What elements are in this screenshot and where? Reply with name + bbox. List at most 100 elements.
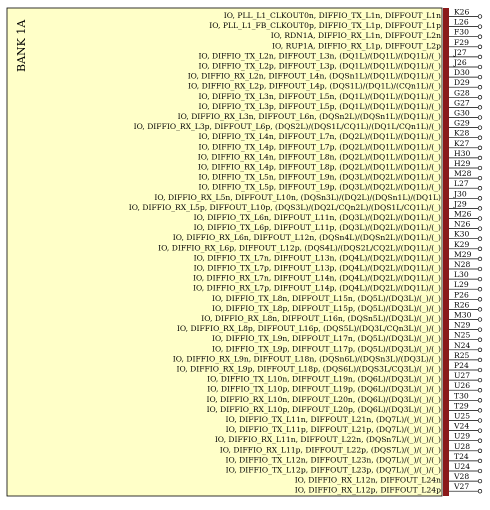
pin-number: H29: [454, 159, 470, 168]
pin-number: J29: [453, 199, 467, 208]
pin-number: U25: [454, 412, 470, 421]
pin-terminal-icon: [477, 165, 483, 171]
pin-row: IO, PLL_L1_CLKOUT0n, DIFFIO_TX_L1n, DIFF…: [224, 8, 483, 20]
pin-row: IO, DIFFIO_RX_L8n, DIFFOUT_L16n, (DQSn5L…: [201, 311, 483, 323]
pin-number: K29: [454, 240, 470, 249]
pin-row: IO, DIFFIO_TX_L6p, DIFFOUT_L11p, (DQ3L)/…: [194, 220, 483, 232]
signal-name: IO, DIFFIO_RX_L3p, DIFFOUT_L6p, (DQS2L)/…: [134, 122, 441, 131]
signal-name: IO, DIFFIO_TX_L7n, DIFFOUT_L13n, (DQ4L)/…: [194, 253, 441, 262]
pin-row: IO, DIFFIO_RX_L6p, DIFFOUT_L12p, (DQS4L)…: [158, 240, 483, 252]
pin-number: N26: [454, 220, 470, 229]
signal-name: IO, DIFFIO_RX_L6n, DIFFOUT_L12n, (DQSn4L…: [173, 233, 441, 242]
pin-terminal-icon: [477, 408, 483, 413]
bank-label: BANK 1A: [15, 19, 28, 72]
pin-terminal-icon: [477, 287, 483, 292]
pin-row: IO, RDN1A, DIFFIO_RX_L1n, DIFFOUT_L2n F30: [271, 28, 483, 40]
signal-name: IO, DIFFIO_RX_L2n, DIFFOUT_L4n, (DQSn1L)…: [188, 72, 441, 81]
pin-terminal-icon: [477, 206, 483, 211]
pin-number: U29: [454, 432, 470, 441]
signal-name: IO, DIFFIO_TX_L8n, DIFFOUT_L15n, (DQ5L)/…: [212, 294, 441, 303]
pin-number: N25: [454, 331, 470, 340]
pin-terminal-icon: [477, 226, 483, 231]
signal-name: IO, DIFFIO_TX_L4p, DIFFOUT_L7p, (DQ2L)/(…: [199, 142, 442, 151]
signal-name: IO, DIFFIO_RX_L4n, DIFFOUT_L8n, (DQ2L)/(…: [198, 152, 441, 161]
pin-terminal-icon: [477, 186, 483, 191]
pin-row: IO, DIFFIO_TX_L12p, DIFFOUT_L23p, (DQ7L)…: [226, 462, 483, 475]
pin-row: IO, DIFFIO_TX_L10p, DIFFOUT_L19p, (DQ6L)…: [207, 381, 483, 394]
pin-row: IO, DIFFIO_TX_L3n, DIFFOUT_L5n, (DQ1L)/(…: [198, 88, 483, 101]
pin-terminal-icon: [477, 266, 483, 272]
signal-name: IO, DIFFIO_RX_L9p, DIFFOUT_L18p, (DQS6L)…: [177, 365, 442, 374]
pin-number: M28: [454, 169, 472, 178]
signal-name: IO, DIFFIO_TX_L6n, DIFFOUT_L11n, (DQ3L)/…: [194, 213, 441, 222]
pin-row: IO, DIFFIO_RX_L10n, DIFFOUT_L20n, (DQ6L)…: [207, 391, 483, 404]
pin-number: G27: [454, 98, 470, 107]
pin-terminal-icon: [477, 34, 483, 39]
signal-name: IO, RDN1A, DIFFIO_RX_L1n, DIFFOUT_L2n: [271, 31, 441, 40]
signal-name: IO, DIFFIO_TX_L5p, DIFFOUT_L9p, (DQ3L)/(…: [199, 183, 442, 192]
pin-terminal-icon: [477, 398, 483, 403]
pin-terminal-icon: [477, 64, 483, 70]
pin-number: G28: [454, 88, 470, 97]
pin-terminal-icon: [477, 74, 483, 80]
signal-name: IO, DIFFIO_TX_L11n, DIFFOUT_L21n, (DQ7L)…: [226, 415, 441, 424]
pin-number: R25: [454, 351, 470, 360]
signal-name: IO, DIFFIO_RX_L8p, DIFFOUT_L16p, (DQS5L)…: [177, 324, 441, 333]
pin-row: IO, DIFFIO_RX_L10p, DIFFOUT_L20p, (DQ6L)…: [207, 401, 483, 414]
pin-terminal-icon: [477, 115, 483, 120]
pin-terminal-icon: [477, 337, 483, 342]
signal-name: IO, DIFFIO_TX_L8p, DIFFOUT_L15p, (DQ5L)/…: [212, 304, 441, 313]
pin-rows: IO, PLL_L1_CLKOUT0n, DIFFIO_TX_L1n, DIFF…: [129, 8, 483, 495]
pin-number: K26: [454, 8, 470, 17]
pin-row: IO, DIFFIO_TX_L8n, DIFFOUT_L15n, (DQ5L)/…: [212, 290, 483, 303]
pin-terminal-icon: [477, 145, 483, 150]
pin-terminal-icon: [477, 347, 483, 352]
pin-terminal-icon: [477, 105, 483, 110]
pin-row: IO, DIFFIO_RX_L8p, DIFFOUT_L16p, (DQS5L)…: [177, 321, 483, 333]
pin-row: IO, DIFFIO_TX_L9n, DIFFOUT_L17n, (DQ5L)/…: [212, 331, 483, 343]
pin-number: U24: [454, 462, 470, 471]
pin-row: IO, DIFFIO_TX_L9p, DIFFOUT_L17p, (DQ5L)/…: [212, 341, 483, 353]
pin-terminal-icon: [477, 377, 483, 383]
pin-row: IO, DIFFIO_TX_L3p, DIFFOUT_L5p, (DQ1L)/(…: [199, 98, 483, 111]
pin-number: N24: [454, 341, 470, 350]
pin-terminal-icon: [477, 489, 483, 494]
pin-row: IO, DIFFIO_RX_L4n, DIFFOUT_L8n, (DQ2L)/(…: [198, 149, 483, 161]
pin-terminal-icon: [477, 125, 483, 130]
pin-number: U27: [454, 371, 470, 380]
pin-row: IO, DIFFIO_RX_L9n, DIFFOUT_L18n, (DQSn6L…: [173, 351, 483, 363]
pin-number: T24: [454, 452, 469, 461]
pin-number: V28: [453, 472, 469, 481]
pin-terminal-icon: [477, 44, 483, 49]
pin-terminal-icon: [477, 327, 483, 332]
signal-name: IO, DIFFIO_RX_L10p, DIFFOUT_L20p, (DQ6L)…: [207, 405, 441, 414]
pin-terminal-icon: [477, 14, 483, 19]
pin-number: J30: [453, 189, 467, 198]
pin-number: F29: [454, 38, 469, 47]
pin-terminal-icon: [477, 256, 483, 262]
signal-name: IO, DIFFIO_TX_L2n, DIFFOUT_L3n, (DQ1L)/(…: [198, 51, 441, 60]
pin-row: IO, DIFFIO_TX_L11p, DIFFOUT_L21p, (DQ7L)…: [226, 422, 483, 434]
pin-number: U28: [454, 442, 470, 451]
pin-terminal-icon: [477, 216, 483, 221]
signal-name: IO, DIFFIO_TX_L7p, DIFFOUT_L13p, (DQ4L)/…: [194, 264, 441, 273]
pin-number: D30: [454, 68, 470, 77]
pin-row: IO, DIFFIO_TX_L10n, DIFFOUT_L19n, (DQ6L)…: [207, 371, 483, 384]
pin-row: IO, PLL_L1_FB_CLKOUT0p, DIFFIO_TX_L1p, D…: [209, 18, 483, 30]
signal-name: IO, RUP1A, DIFFIO_RX_L1p, DIFFOUT_L2p: [272, 41, 441, 50]
pin-terminal-icon: [477, 276, 483, 282]
signal-name: IO, DIFFIO_RX_L7n, DIFFOUT_L14n, (DQ4L)/…: [193, 274, 441, 283]
pin-number: L30: [454, 270, 469, 279]
signal-name: IO, DIFFIO_RX_L10n, DIFFOUT_L20n, (DQ6L)…: [207, 395, 442, 404]
pin-terminal-icon: [477, 135, 483, 140]
pin-terminal-icon: [477, 95, 483, 100]
pin-row: IO, DIFFIO_RX_L12p, DIFFOUT_L24p V27: [295, 482, 483, 495]
pin-terminal-icon: [477, 196, 483, 201]
pin-terminal-icon: [477, 428, 483, 433]
pin-row: IO, DIFFIO_TX_L2p, DIFFOUT_L3p, (DQ1L)/(…: [199, 58, 483, 71]
pin-row: IO, DIFFIO_RX_L2p, DIFFOUT_L4p, (DQS1L)/…: [188, 78, 483, 91]
pin-number: M29: [454, 250, 472, 259]
pin-row: IO, DIFFIO_RX_L3n, DIFFOUT_L6n, (DQSn2L)…: [178, 109, 483, 121]
signal-name: IO, DIFFIO_TX_L3n, DIFFOUT_L5n, (DQ1L)/(…: [198, 92, 441, 101]
pin-terminal-icon: [477, 418, 483, 423]
